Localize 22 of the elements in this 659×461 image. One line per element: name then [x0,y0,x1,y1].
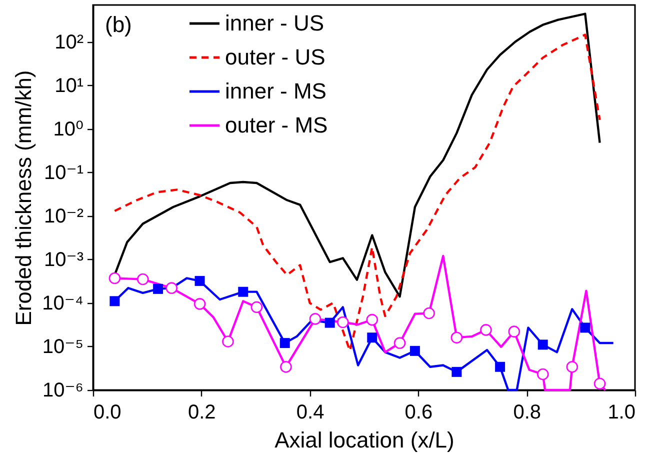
y-tick-label: 10² [54,31,84,54]
x-tick-label: 0.8 [513,402,542,424]
legend-label: outer - US [225,44,326,70]
y-tick-label: 10¹ [54,74,84,97]
x-tick-label: 0.6 [404,402,433,424]
x-tick-label: 0.0 [94,402,122,424]
chart-title: (b) [105,12,132,37]
y-axis-title: Eroded thickness (mm/kh) [11,70,36,326]
x-tick-label: 1.0 [608,402,636,424]
x-tick-label: 0.4 [296,402,324,424]
y-tick-label: 10⁻¹ [44,162,84,184]
y-tick-label: 10⁻⁶ [42,380,84,402]
y-tick-label: 10⁻⁴ [42,292,84,314]
x-tick-label: 0.2 [188,402,216,424]
x-axis-title: Axial location (x/L) [274,428,454,452]
legend-label: outer - MS [225,112,328,138]
y-tick-label: 10⁻³ [44,248,84,271]
y-tick-label: 10⁰ [53,118,84,140]
legend-label: inner - US [225,10,324,36]
y-tick-label: 10⁻⁵ [42,336,84,358]
legend-label: inner - MS [225,78,326,104]
y-tick-label: 10⁻² [44,205,84,228]
